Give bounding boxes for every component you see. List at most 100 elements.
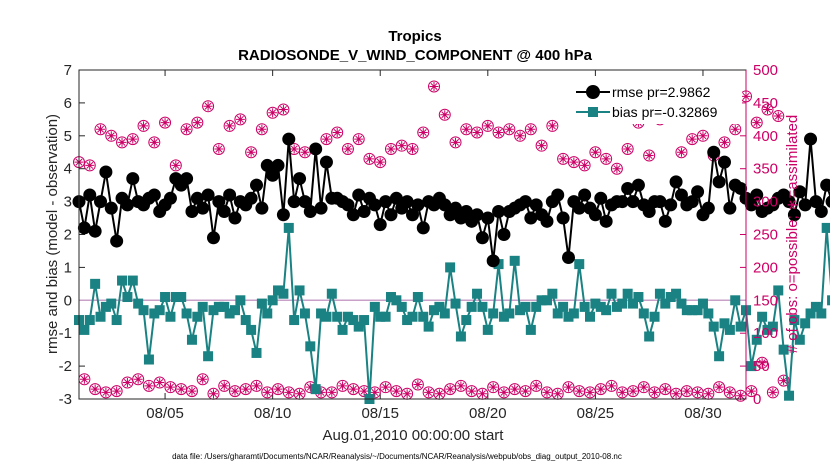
obs-assimilated-marker — [117, 137, 127, 147]
rmse-point — [685, 195, 699, 209]
y-tick-label: 4 — [64, 161, 72, 178]
bias-point — [778, 344, 789, 355]
obs-possible-marker — [137, 119, 150, 132]
obs-assimilated-marker — [203, 101, 213, 111]
bias-point — [122, 292, 133, 303]
obs-possible-marker — [234, 113, 247, 126]
obs-possible-marker — [411, 378, 424, 391]
obs-assimilated-marker — [445, 384, 455, 394]
rmse-point — [658, 214, 672, 228]
obs-possible-marker — [696, 129, 709, 142]
obs-possible-marker — [637, 381, 650, 394]
obs-assimilated-marker — [252, 381, 262, 391]
rmse-point — [212, 195, 226, 209]
bias-point — [326, 288, 337, 299]
obs-possible-marker — [185, 385, 198, 398]
obs-assimilated-marker — [596, 384, 606, 394]
obs-possible-marker — [503, 123, 516, 136]
obs-assimilated-marker — [547, 121, 557, 131]
bias-point — [525, 324, 536, 335]
obs-assimilated-marker — [149, 137, 159, 147]
obs-possible-marker — [250, 379, 263, 392]
obs-possible-marker — [148, 136, 161, 149]
obs-assimilated-marker — [85, 160, 95, 170]
obs-assimilated-marker — [327, 387, 337, 397]
bias-point — [466, 301, 477, 312]
obs-assimilated-marker — [494, 128, 504, 138]
bias-point — [461, 315, 472, 326]
obs-assimilated-marker — [472, 128, 482, 138]
obs-assimilated-marker — [725, 387, 735, 397]
obs-assimilated-marker — [477, 389, 487, 399]
obs-possible-marker — [169, 159, 182, 172]
obs-assimilated-marker — [719, 137, 729, 147]
rmse-point — [524, 211, 538, 225]
bias-point — [504, 308, 515, 319]
bias-point — [402, 315, 413, 326]
obs-assimilated-marker — [225, 121, 235, 131]
obs-possible-marker — [750, 116, 763, 129]
bias-point — [310, 384, 321, 395]
obs-possible-marker — [126, 133, 139, 146]
rmse-point — [744, 198, 758, 212]
legend: rmse pr=2.9862 bias pr=-0.32869 — [572, 80, 742, 124]
obs-possible-marker — [320, 133, 333, 146]
obs-assimilated-marker — [359, 386, 369, 396]
obs-assimilated-marker — [429, 81, 439, 91]
obs-assimilated-marker — [133, 374, 143, 384]
obs-count-markers — [73, 80, 790, 402]
bias-point — [558, 301, 569, 312]
bias-point — [84, 315, 95, 326]
obs-possible-marker — [341, 142, 354, 155]
rmse-point — [309, 142, 323, 156]
obs-possible-marker — [530, 379, 543, 392]
obs-assimilated-marker — [79, 374, 89, 384]
bias-point — [633, 292, 644, 303]
rmse-point — [588, 208, 602, 222]
bias-point — [369, 301, 380, 312]
rmse-point — [782, 195, 796, 209]
obs-possible-marker — [471, 126, 484, 139]
rmse-point — [825, 195, 830, 208]
rmse-point — [492, 204, 506, 218]
obs-possible-marker — [772, 110, 785, 123]
obs-possible-marker — [352, 133, 365, 146]
obs-assimilated-marker — [187, 386, 197, 396]
obs-assimilated-marker — [295, 389, 305, 399]
bias-point — [278, 288, 289, 299]
rmse-point — [217, 204, 231, 218]
obs-possible-marker — [535, 139, 548, 152]
rmse-point — [83, 188, 97, 202]
obs-assimilated-marker — [144, 381, 154, 391]
rmse-point — [346, 208, 360, 222]
bias-point — [708, 321, 719, 332]
bias-point — [208, 305, 219, 316]
x-tick-label: 08/05 — [146, 405, 184, 422]
obs-possible-marker — [648, 386, 661, 399]
bias-point — [488, 308, 499, 319]
obs-assimilated-marker — [779, 376, 789, 386]
chart-subtitle: RADIOSONDE_V_WIND_COMPONENT @ 400 hPa — [238, 47, 593, 64]
x-tick-label: 08/15 — [361, 405, 399, 422]
obs-assimilated-marker — [408, 144, 417, 154]
obs-possible-marker — [142, 379, 155, 392]
y-tick-label: 7 — [64, 62, 72, 79]
obs-assimilated-marker — [386, 144, 396, 154]
bias-point — [224, 308, 235, 319]
obs-assimilated-marker — [682, 386, 692, 396]
obs-assimilated-marker — [278, 104, 288, 114]
rmse-point — [717, 155, 731, 169]
rmse-point — [319, 155, 333, 169]
obs-possible-marker — [557, 152, 570, 165]
obs-possible-marker — [94, 123, 107, 136]
obs-assimilated-marker — [300, 147, 310, 157]
obs-assimilated-marker — [230, 386, 240, 396]
bias-point — [579, 301, 590, 312]
legend-box — [572, 80, 742, 124]
obs-assimilated-marker — [139, 121, 149, 131]
rmse-point — [88, 224, 102, 238]
bias-point — [654, 288, 665, 299]
bias-point — [342, 311, 353, 322]
rmse-point — [266, 168, 280, 182]
rmse-point — [147, 188, 161, 202]
